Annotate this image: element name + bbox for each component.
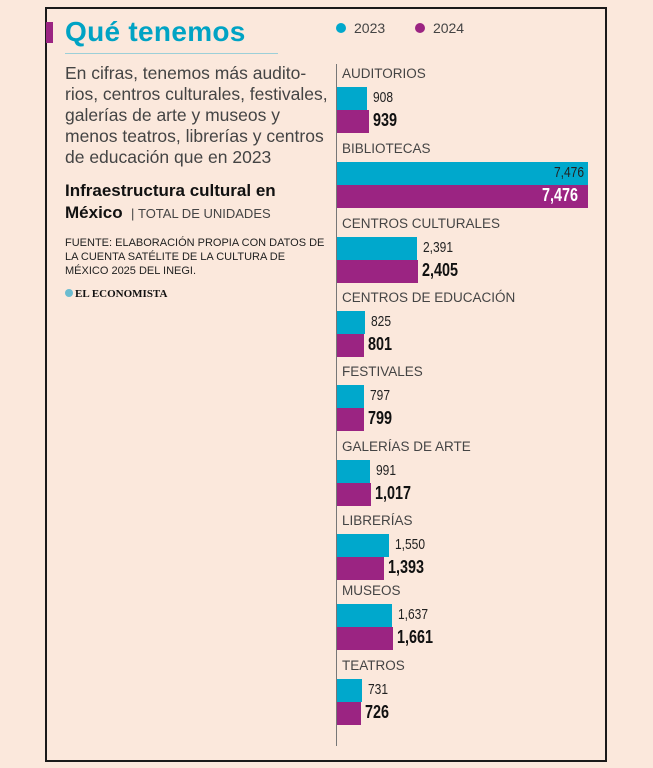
data-label-2023: 797 <box>369 387 390 404</box>
bar-2023 <box>337 237 418 260</box>
data-label-2024: 726 <box>365 702 390 722</box>
data-label-2023: 991 <box>376 462 397 479</box>
bar-2023 <box>337 311 365 334</box>
bar-2024 <box>337 408 364 431</box>
category-label: CENTROS CULTURALES <box>342 216 501 231</box>
data-label-2024: 939 <box>372 110 397 130</box>
publisher-logo: EL ECONOMISTA <box>65 288 167 300</box>
description: En cifras, tenemos más audito-rios, cent… <box>65 63 328 167</box>
data-label-2023: 825 <box>370 313 391 330</box>
category-label: GALERÍAS DE ARTE <box>342 439 471 454</box>
legend-dot-2024 <box>414 23 425 34</box>
bar-2023 <box>337 87 368 110</box>
legend-label-2023: 2023 <box>354 20 386 37</box>
category-label: TEATROS <box>342 658 405 673</box>
bar-2023 <box>337 679 362 702</box>
data-label-2024: 7,476 <box>542 185 579 205</box>
bar-2024 <box>337 557 384 580</box>
category-label: CENTROS DE EDUCACIÓN <box>342 290 516 305</box>
category-label: FESTIVALES <box>342 364 423 379</box>
data-label-2023: 1,637 <box>397 606 428 623</box>
legend: 2023 2024 <box>336 19 464 36</box>
bar-2023 <box>337 460 371 483</box>
y-axis-line <box>336 64 337 746</box>
bar-2023 <box>337 162 588 185</box>
data-label-2023: 2,391 <box>423 239 454 256</box>
category-label: LIBRERÍAS <box>342 513 413 528</box>
data-label-2023: 908 <box>373 89 394 106</box>
frame-border <box>45 7 607 762</box>
legend-label-2024: 2024 <box>432 20 465 37</box>
logo-text: EL ECONOMISTA <box>75 288 168 300</box>
bar-2024 <box>337 702 362 725</box>
data-label-2024: 1,661 <box>396 627 433 647</box>
bar-2024 <box>337 260 418 283</box>
data-label-2024: 1,017 <box>375 483 412 503</box>
category-label: MUSEOS <box>342 583 401 598</box>
bar-2023 <box>337 534 390 557</box>
data-label-2023: 731 <box>367 681 388 698</box>
data-label-2024: 801 <box>367 334 392 354</box>
bar-2024 <box>337 185 588 208</box>
bar-2023 <box>337 385 364 408</box>
bar-2024 <box>337 334 364 357</box>
page-title: Qué tenemos <box>65 16 246 47</box>
logo-icon <box>65 289 73 297</box>
data-label-2024: 1,393 <box>387 557 424 577</box>
category-label: BIBLIOTECAS <box>342 141 431 156</box>
legend-dot-2023 <box>336 23 346 34</box>
bar-2023 <box>337 604 392 627</box>
chart-title: Infraestructura cultural en México <box>65 181 276 222</box>
title-divider <box>65 53 278 54</box>
title-accent-bar <box>46 22 53 43</box>
data-label-2023: 7,476 <box>554 164 585 181</box>
source-note: FUENTE: ELABORACIÓN PROPIA CON DATOS DE … <box>65 237 325 277</box>
category-label: AUDITORIOS <box>342 66 426 81</box>
units-separator: | <box>127 206 138 221</box>
chart-subtitle: Infraestructura cultural en México | TOT… <box>65 180 330 225</box>
bar-2024 <box>337 110 369 133</box>
chart-units: TOTAL DE UNIDADES <box>137 206 271 221</box>
data-label-2023: 1,550 <box>395 536 426 553</box>
bar-2024 <box>337 627 393 650</box>
data-label-2024: 799 <box>367 408 392 428</box>
bar-2024 <box>337 483 372 506</box>
data-label-2024: 2,405 <box>421 260 458 280</box>
